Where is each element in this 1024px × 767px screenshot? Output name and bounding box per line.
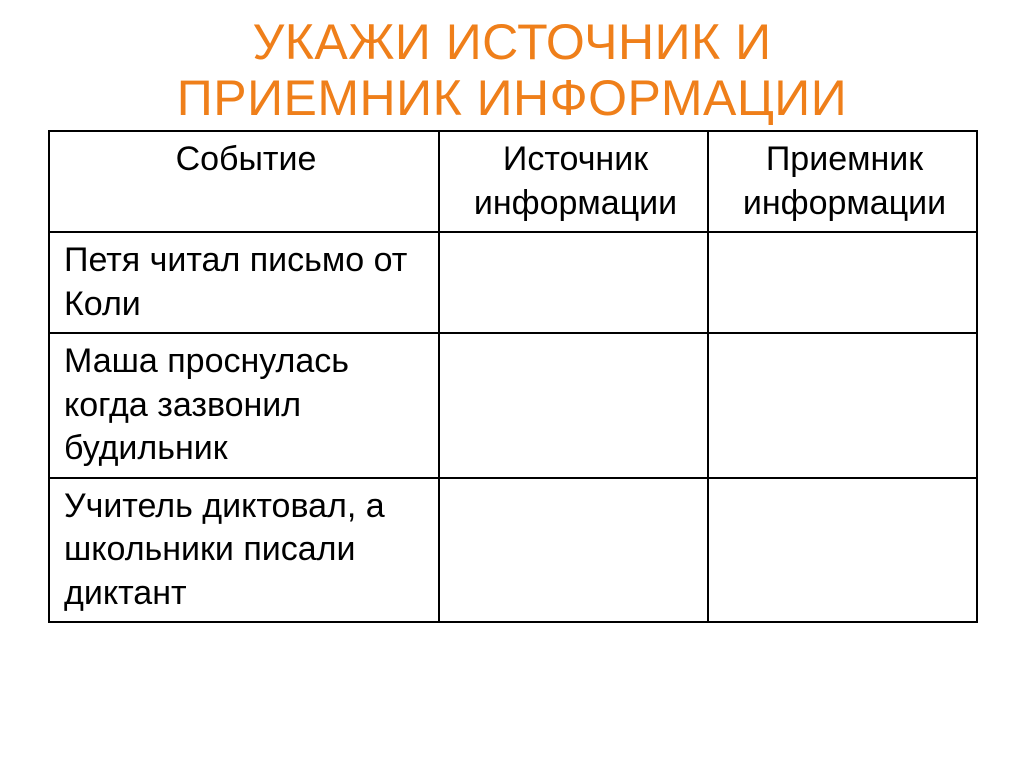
col-header-event: Событие [49,131,439,232]
slide: УКАЖИ ИСТОЧНИК И ПРИЕМНИК ИНФОРМАЦИИ Соб… [0,0,1024,767]
col-header-receiver: Приемник информации [708,131,977,232]
table-row: Учитель диктовал, а школьники писали дик… [49,478,977,623]
cell-source [439,333,708,478]
table-header-row: Событие Источник информации Приемник инф… [49,131,977,232]
title-line-1: УКАЖИ ИСТОЧНИК И [252,14,771,70]
info-table: Событие Источник информации Приемник инф… [48,130,978,623]
cell-event: Петя читал письмо от Коли [49,232,439,333]
slide-title: УКАЖИ ИСТОЧНИК И ПРИЕМНИК ИНФОРМАЦИИ [0,0,1024,130]
cell-event: Маша проснулась когда зазвонил будильник [49,333,439,478]
cell-event: Учитель диктовал, а школьники писали дик… [49,478,439,623]
table-row: Маша проснулась когда зазвонил будильник [49,333,977,478]
cell-receiver [708,333,977,478]
title-line-2: ПРИЕМНИК ИНФОРМАЦИИ [177,70,847,126]
cell-receiver [708,478,977,623]
cell-receiver [708,232,977,333]
col-header-source: Источник информации [439,131,708,232]
table-row: Петя читал письмо от Коли [49,232,977,333]
cell-source [439,478,708,623]
cell-source [439,232,708,333]
